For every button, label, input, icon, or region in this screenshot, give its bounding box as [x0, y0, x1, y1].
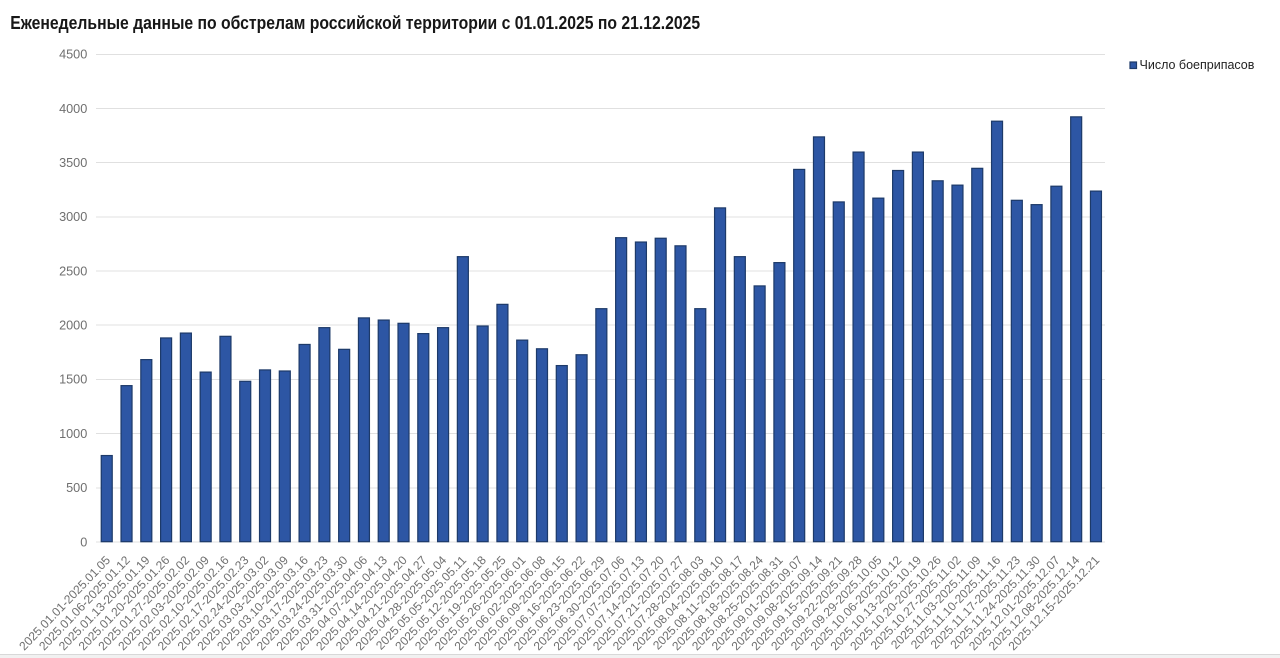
svg-text:2000: 2000	[59, 319, 87, 333]
svg-text:2500: 2500	[59, 264, 87, 278]
svg-text:1500: 1500	[59, 373, 87, 387]
svg-text:Число боеприпасов: Число боеприпасов	[1140, 58, 1255, 72]
svg-text:4000: 4000	[59, 102, 87, 116]
svg-text:500: 500	[66, 481, 87, 495]
svg-text:3000: 3000	[59, 210, 87, 224]
svg-text:4500: 4500	[59, 48, 87, 62]
svg-text:0: 0	[80, 535, 87, 549]
svg-text:1000: 1000	[59, 427, 87, 441]
svg-text:Еженедельные данные по обстрел: Еженедельные данные по обстрелам российс…	[10, 12, 700, 33]
svg-text:3500: 3500	[59, 156, 87, 170]
